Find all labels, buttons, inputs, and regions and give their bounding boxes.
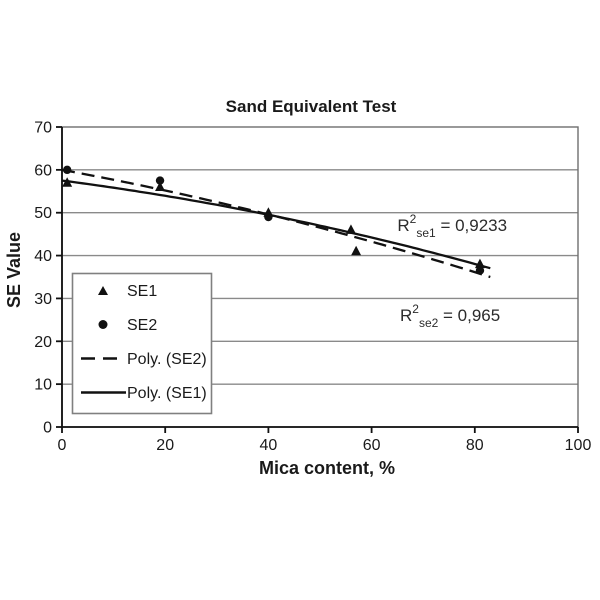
triangle-marker-icon <box>98 286 108 295</box>
legend-label-se1: SE1 <box>127 283 157 300</box>
y-tick-label-0: 0 <box>43 420 52 437</box>
legend-label-se2: SE2 <box>127 317 157 334</box>
data-points <box>62 165 485 275</box>
legend-item-se1: SE1 <box>98 283 157 300</box>
se1-point <box>62 177 73 187</box>
se1-point <box>155 181 166 191</box>
legend-label-poly-se1: Poly. (SE1) <box>127 385 207 402</box>
circle-marker-icon <box>98 320 108 329</box>
x-tick-label-40: 40 <box>260 437 278 454</box>
y-tick-label-50: 50 <box>34 205 52 222</box>
legend-item-poly-se2: Poly. (SE2) <box>81 351 207 368</box>
y-tick-label-70: 70 <box>34 120 52 137</box>
r-squared-annotations: R2se1 = 0,9233 R2se2 = 0,965 <box>397 212 507 330</box>
se1-point <box>345 224 356 234</box>
legend: SE1 SE2 Poly. (SE2) Poly. (SE1) <box>71 272 213 415</box>
x-axis-title: Mica content, % <box>259 458 395 478</box>
se2-point <box>62 165 72 175</box>
r-squared-se1: R2se1 = 0,9233 <box>397 212 507 240</box>
se1-point <box>474 258 485 269</box>
axis-ticks: 0 10 20 30 40 50 60 70 0 20 40 60 80 100 <box>34 120 591 455</box>
se2-point <box>264 212 273 222</box>
se2-point <box>155 176 165 185</box>
y-tick-label-30: 30 <box>34 291 52 308</box>
y-tick-label-10: 10 <box>34 377 52 394</box>
y-axis-title: SE Value <box>4 232 24 308</box>
chart-title: Sand Equivalent Test <box>226 97 397 116</box>
y-tick-label-20: 20 <box>34 334 52 351</box>
se1-point <box>351 245 362 256</box>
x-tick-label-60: 60 <box>363 437 381 454</box>
y-tick-label-40: 40 <box>34 248 52 265</box>
legend-label-poly-se2: Poly. (SE2) <box>127 351 207 368</box>
trendlines <box>61 168 491 279</box>
se2-point <box>475 266 485 275</box>
legend-box <box>71 272 213 415</box>
y-tick-label-60: 60 <box>34 162 52 179</box>
trendline-poly-se2- <box>61 168 491 279</box>
x-tick-label-0: 0 <box>58 437 67 454</box>
x-tick-label-80: 80 <box>466 437 484 454</box>
legend-item-se2: SE2 <box>98 317 157 334</box>
trendline-poly-se1- <box>61 179 491 270</box>
x-tick-label-100: 100 <box>565 437 592 454</box>
legend-item-poly-se1: Poly. (SE1) <box>81 385 207 402</box>
r-squared-se2: R2se2 = 0,965 <box>400 302 500 330</box>
x-tick-label-20: 20 <box>156 437 174 454</box>
